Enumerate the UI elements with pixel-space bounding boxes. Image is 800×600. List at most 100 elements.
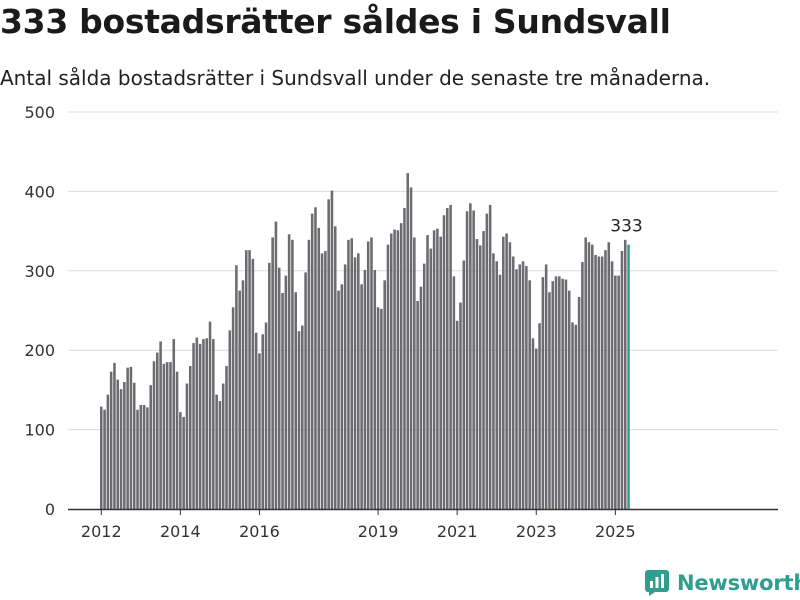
bar	[251, 258, 255, 509]
bar	[238, 290, 241, 509]
bar	[353, 257, 357, 509]
bar	[116, 379, 120, 509]
bar	[571, 322, 574, 509]
bar	[347, 239, 350, 510]
bar	[416, 300, 419, 509]
brand-name: Newsworthy	[677, 571, 800, 595]
chart-title: 333 bostadsrätter såldes i Sundsvall	[0, 2, 671, 41]
bar	[156, 352, 159, 509]
bar	[465, 211, 469, 509]
bars	[100, 173, 630, 510]
bar	[159, 341, 162, 509]
bar	[561, 278, 564, 509]
bar	[123, 381, 126, 509]
bar	[146, 407, 149, 509]
bar	[103, 409, 106, 509]
bar	[169, 362, 172, 509]
bar	[541, 277, 545, 509]
bar	[320, 253, 324, 509]
bar	[502, 236, 505, 509]
bar	[271, 237, 274, 509]
bar	[548, 292, 551, 509]
bar	[287, 234, 291, 509]
bar	[584, 237, 587, 509]
bar	[195, 337, 199, 509]
newsworthy-logo[interactable]: Newsworthy	[645, 567, 800, 599]
newsworthy-chart-icon	[645, 570, 669, 596]
bar	[393, 229, 396, 509]
bar	[254, 332, 258, 509]
bar	[380, 308, 383, 509]
bar	[534, 348, 538, 509]
bar	[248, 250, 251, 509]
bar	[109, 371, 113, 509]
bar	[538, 323, 541, 509]
y-tick-label-200: 200	[24, 341, 55, 360]
bar	[544, 264, 548, 509]
bar	[383, 280, 386, 509]
y-tick-label-500: 500	[24, 103, 55, 122]
bar	[172, 339, 176, 509]
bar	[202, 339, 205, 509]
bar	[136, 409, 139, 509]
bar	[149, 385, 152, 509]
bar	[607, 242, 611, 509]
bar	[577, 297, 581, 509]
bar	[469, 203, 472, 509]
bar	[426, 235, 429, 509]
bar	[106, 394, 110, 509]
bar	[498, 274, 502, 509]
bar	[228, 330, 232, 509]
bar	[132, 382, 136, 509]
y-axis-labels: 0 100 200 300 400 500	[24, 103, 55, 519]
bar	[119, 389, 123, 509]
bar	[389, 233, 393, 509]
bar	[162, 363, 166, 509]
bar	[274, 221, 278, 509]
bar	[284, 275, 288, 509]
y-tick-label-0: 0	[45, 500, 55, 519]
bar	[152, 361, 156, 509]
bar	[350, 238, 354, 509]
bar	[446, 208, 449, 509]
bar	[597, 256, 601, 509]
bar	[244, 250, 248, 509]
bar	[442, 215, 446, 509]
x-tick-label-2014: 2014	[160, 522, 201, 541]
bar	[317, 227, 321, 509]
bar	[495, 261, 498, 509]
bar	[436, 228, 439, 509]
bar	[337, 290, 340, 509]
annotations: 333	[610, 217, 642, 237]
bar	[455, 320, 459, 509]
bar	[218, 401, 222, 509]
bar	[304, 272, 307, 509]
bar	[366, 241, 370, 509]
bar	[528, 280, 531, 509]
x-tick-label-2021: 2021	[437, 522, 478, 541]
bar	[554, 276, 558, 509]
bar	[225, 366, 228, 509]
x-tick-label-2023: 2023	[516, 522, 557, 541]
bar	[399, 223, 403, 509]
bar	[212, 339, 215, 509]
bar	[439, 236, 442, 509]
bar	[373, 270, 377, 509]
bar	[340, 284, 344, 509]
bar	[614, 275, 617, 509]
bar	[409, 187, 413, 509]
bar	[406, 173, 410, 509]
bar	[205, 338, 209, 509]
x-tick-label-2025: 2025	[595, 522, 636, 541]
bar	[478, 245, 482, 509]
bar	[413, 237, 416, 509]
x-tick-label-2012: 2012	[81, 522, 122, 541]
bar	[188, 366, 192, 509]
bar	[505, 233, 508, 509]
bar	[294, 292, 297, 509]
bar	[617, 275, 620, 509]
y-tick-label-400: 400	[24, 182, 55, 201]
bar	[452, 276, 456, 509]
bar	[142, 404, 146, 509]
